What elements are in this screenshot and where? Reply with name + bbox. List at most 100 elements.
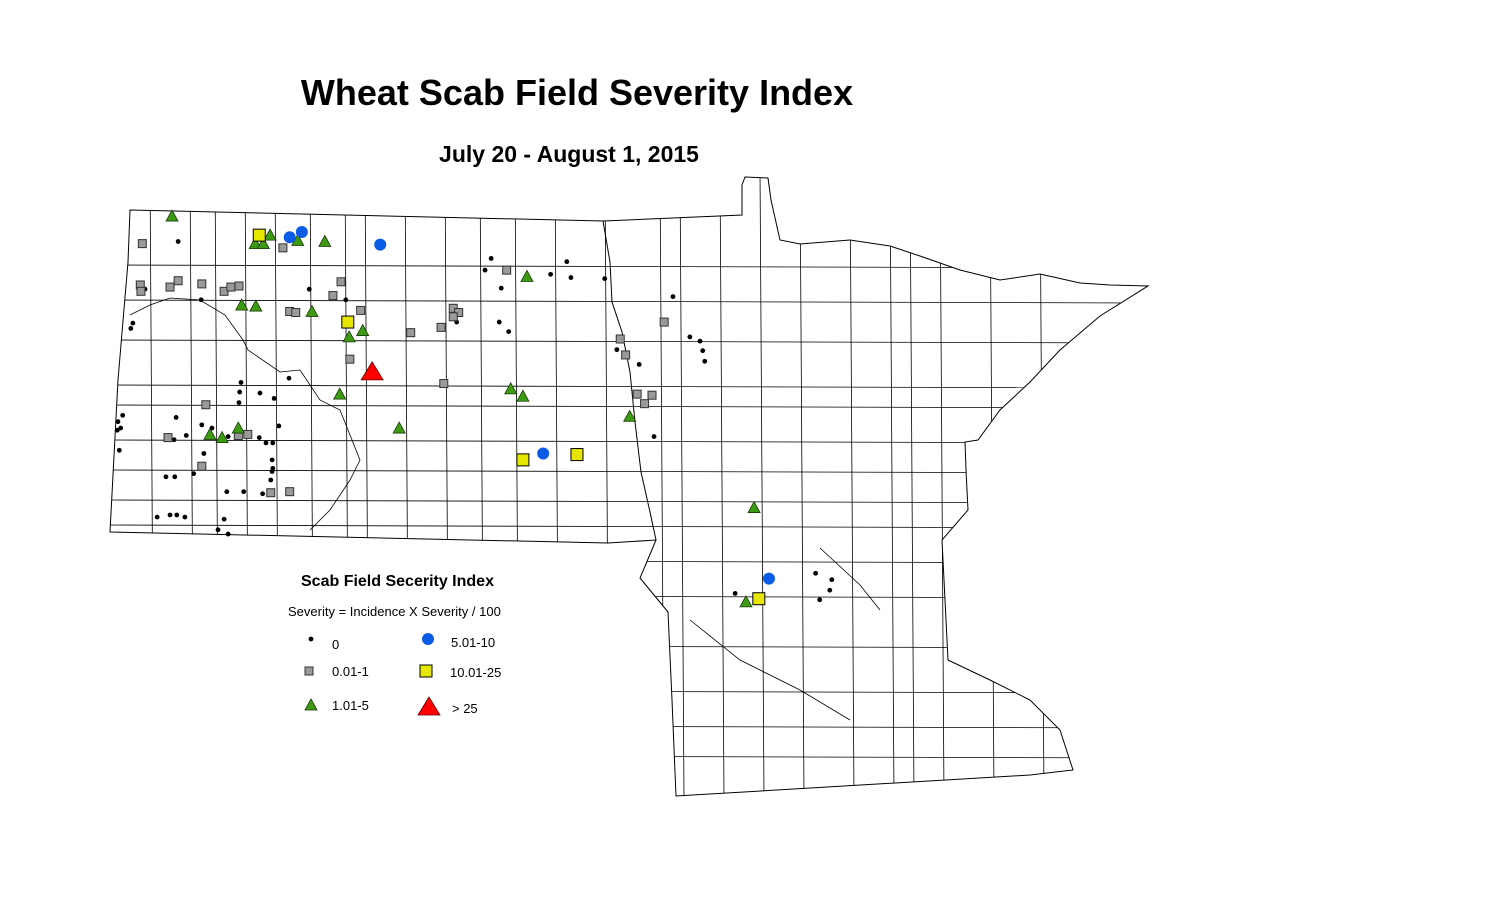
county-line [554, 177, 560, 796]
county-boundaries [110, 177, 1148, 796]
survey-point-c0 [488, 256, 494, 261]
survey-point-c0 [174, 512, 180, 518]
state-outline [109, 176, 1150, 797]
survey-point-c0 [636, 362, 642, 367]
survey-point-c1 [356, 305, 366, 315]
county-line [149, 177, 155, 796]
survey-point-c2 [739, 595, 753, 608]
map-subtitle: July 20 - August 1, 2015 [439, 141, 699, 167]
county-line [909, 177, 915, 796]
survey-point-c1 [439, 379, 449, 389]
survey-point-c1 [291, 308, 301, 318]
county-line [679, 177, 685, 796]
legend-symbol-c4 [419, 664, 433, 678]
county-line [514, 177, 520, 796]
survey-point-c3 [537, 447, 550, 460]
legend-symbol-c1 [304, 666, 314, 676]
survey-point-c0 [257, 390, 263, 396]
legend-label-10-01-25: 10.01-25 [450, 665, 502, 680]
survey-point-c0 [276, 423, 282, 429]
survey-point-c0 [286, 375, 292, 381]
survey-point-c1 [448, 312, 458, 322]
minnesota-river [689, 547, 881, 721]
legend-symbol-c5 [417, 696, 441, 716]
survey-point-c0 [238, 380, 244, 385]
survey-point-c1 [165, 282, 175, 292]
county-line [110, 689, 1148, 694]
survey-point-c2 [318, 234, 332, 247]
survey-point-c0 [269, 457, 275, 463]
survey-point-c0 [263, 440, 269, 446]
survey-point-c0 [829, 577, 835, 583]
legend-label-0-01-1: 0.01-1 [332, 664, 369, 679]
survey-point-c1 [173, 276, 183, 286]
county-line [889, 177, 895, 796]
legend-symbol-c0 [308, 636, 314, 642]
county-line [110, 264, 1148, 269]
county-line [759, 177, 765, 796]
legend-symbol-c3 [422, 633, 434, 645]
survey-point-c4 [252, 228, 266, 242]
survey-point-c2 [305, 304, 319, 317]
survey-point-c0 [236, 400, 242, 406]
legend-label-0: 0 [332, 637, 340, 652]
survey-point-c0 [115, 419, 121, 425]
survey-point-c2 [623, 409, 637, 422]
county-line [110, 299, 1148, 304]
survey-point-c1 [406, 328, 416, 338]
survey-point-c0 [256, 435, 262, 440]
survey-point-c3 [283, 231, 296, 244]
county-line [939, 177, 945, 796]
survey-point-c1 [243, 429, 253, 439]
survey-point-c1 [336, 277, 346, 287]
survey-point-c2 [203, 427, 217, 440]
survey-point-c2 [516, 389, 530, 402]
survey-point-c0 [687, 334, 693, 340]
legend-symbol-c2 [304, 698, 318, 711]
survey-point-c0 [237, 389, 243, 395]
survey-points [114, 209, 835, 608]
survey-point-c0 [183, 433, 189, 438]
survey-point-c2 [356, 323, 370, 336]
survey-point-c1 [640, 399, 650, 409]
survey-point-c1 [137, 239, 147, 249]
survey-point-c0 [167, 512, 173, 518]
survey-point-c2 [747, 500, 761, 513]
county-line [719, 177, 725, 796]
county-line [110, 754, 1148, 759]
survey-point-c0 [568, 275, 574, 280]
county-line [989, 177, 995, 796]
survey-point-c0 [271, 395, 277, 401]
county-line [604, 177, 610, 796]
county-line [110, 644, 1148, 649]
survey-point-c0 [498, 285, 504, 291]
survey-point-c1 [647, 390, 657, 400]
survey-point-c2 [256, 236, 270, 250]
survey-point-c1 [345, 354, 355, 364]
survey-point-c0 [225, 531, 231, 537]
county-line [110, 524, 1148, 529]
survey-point-c0 [172, 474, 178, 480]
map-title: Wheat Scab Field Severity Index [300, 72, 854, 113]
county-line [479, 177, 485, 796]
survey-point-c0 [116, 447, 122, 453]
survey-point-c0 [602, 276, 608, 281]
survey-point-c1 [632, 389, 642, 399]
survey-point-c0 [268, 477, 274, 483]
survey-point-c0 [199, 422, 205, 428]
survey-point-c0 [201, 451, 207, 456]
county-line [110, 499, 1148, 504]
survey-point-c1 [659, 317, 669, 327]
survey-point-c4 [570, 448, 584, 462]
survey-point-c2 [392, 421, 406, 434]
survey-point-c0 [732, 591, 738, 596]
survey-point-c0 [702, 358, 708, 364]
survey-point-c0 [154, 514, 160, 520]
survey-point-c0 [191, 471, 197, 477]
survey-point-c5 [360, 361, 384, 381]
survey-point-c2 [231, 421, 245, 434]
survey-point-c1 [266, 488, 276, 498]
county-line [1039, 177, 1045, 796]
county-line [444, 177, 450, 796]
county-line [110, 404, 1148, 409]
